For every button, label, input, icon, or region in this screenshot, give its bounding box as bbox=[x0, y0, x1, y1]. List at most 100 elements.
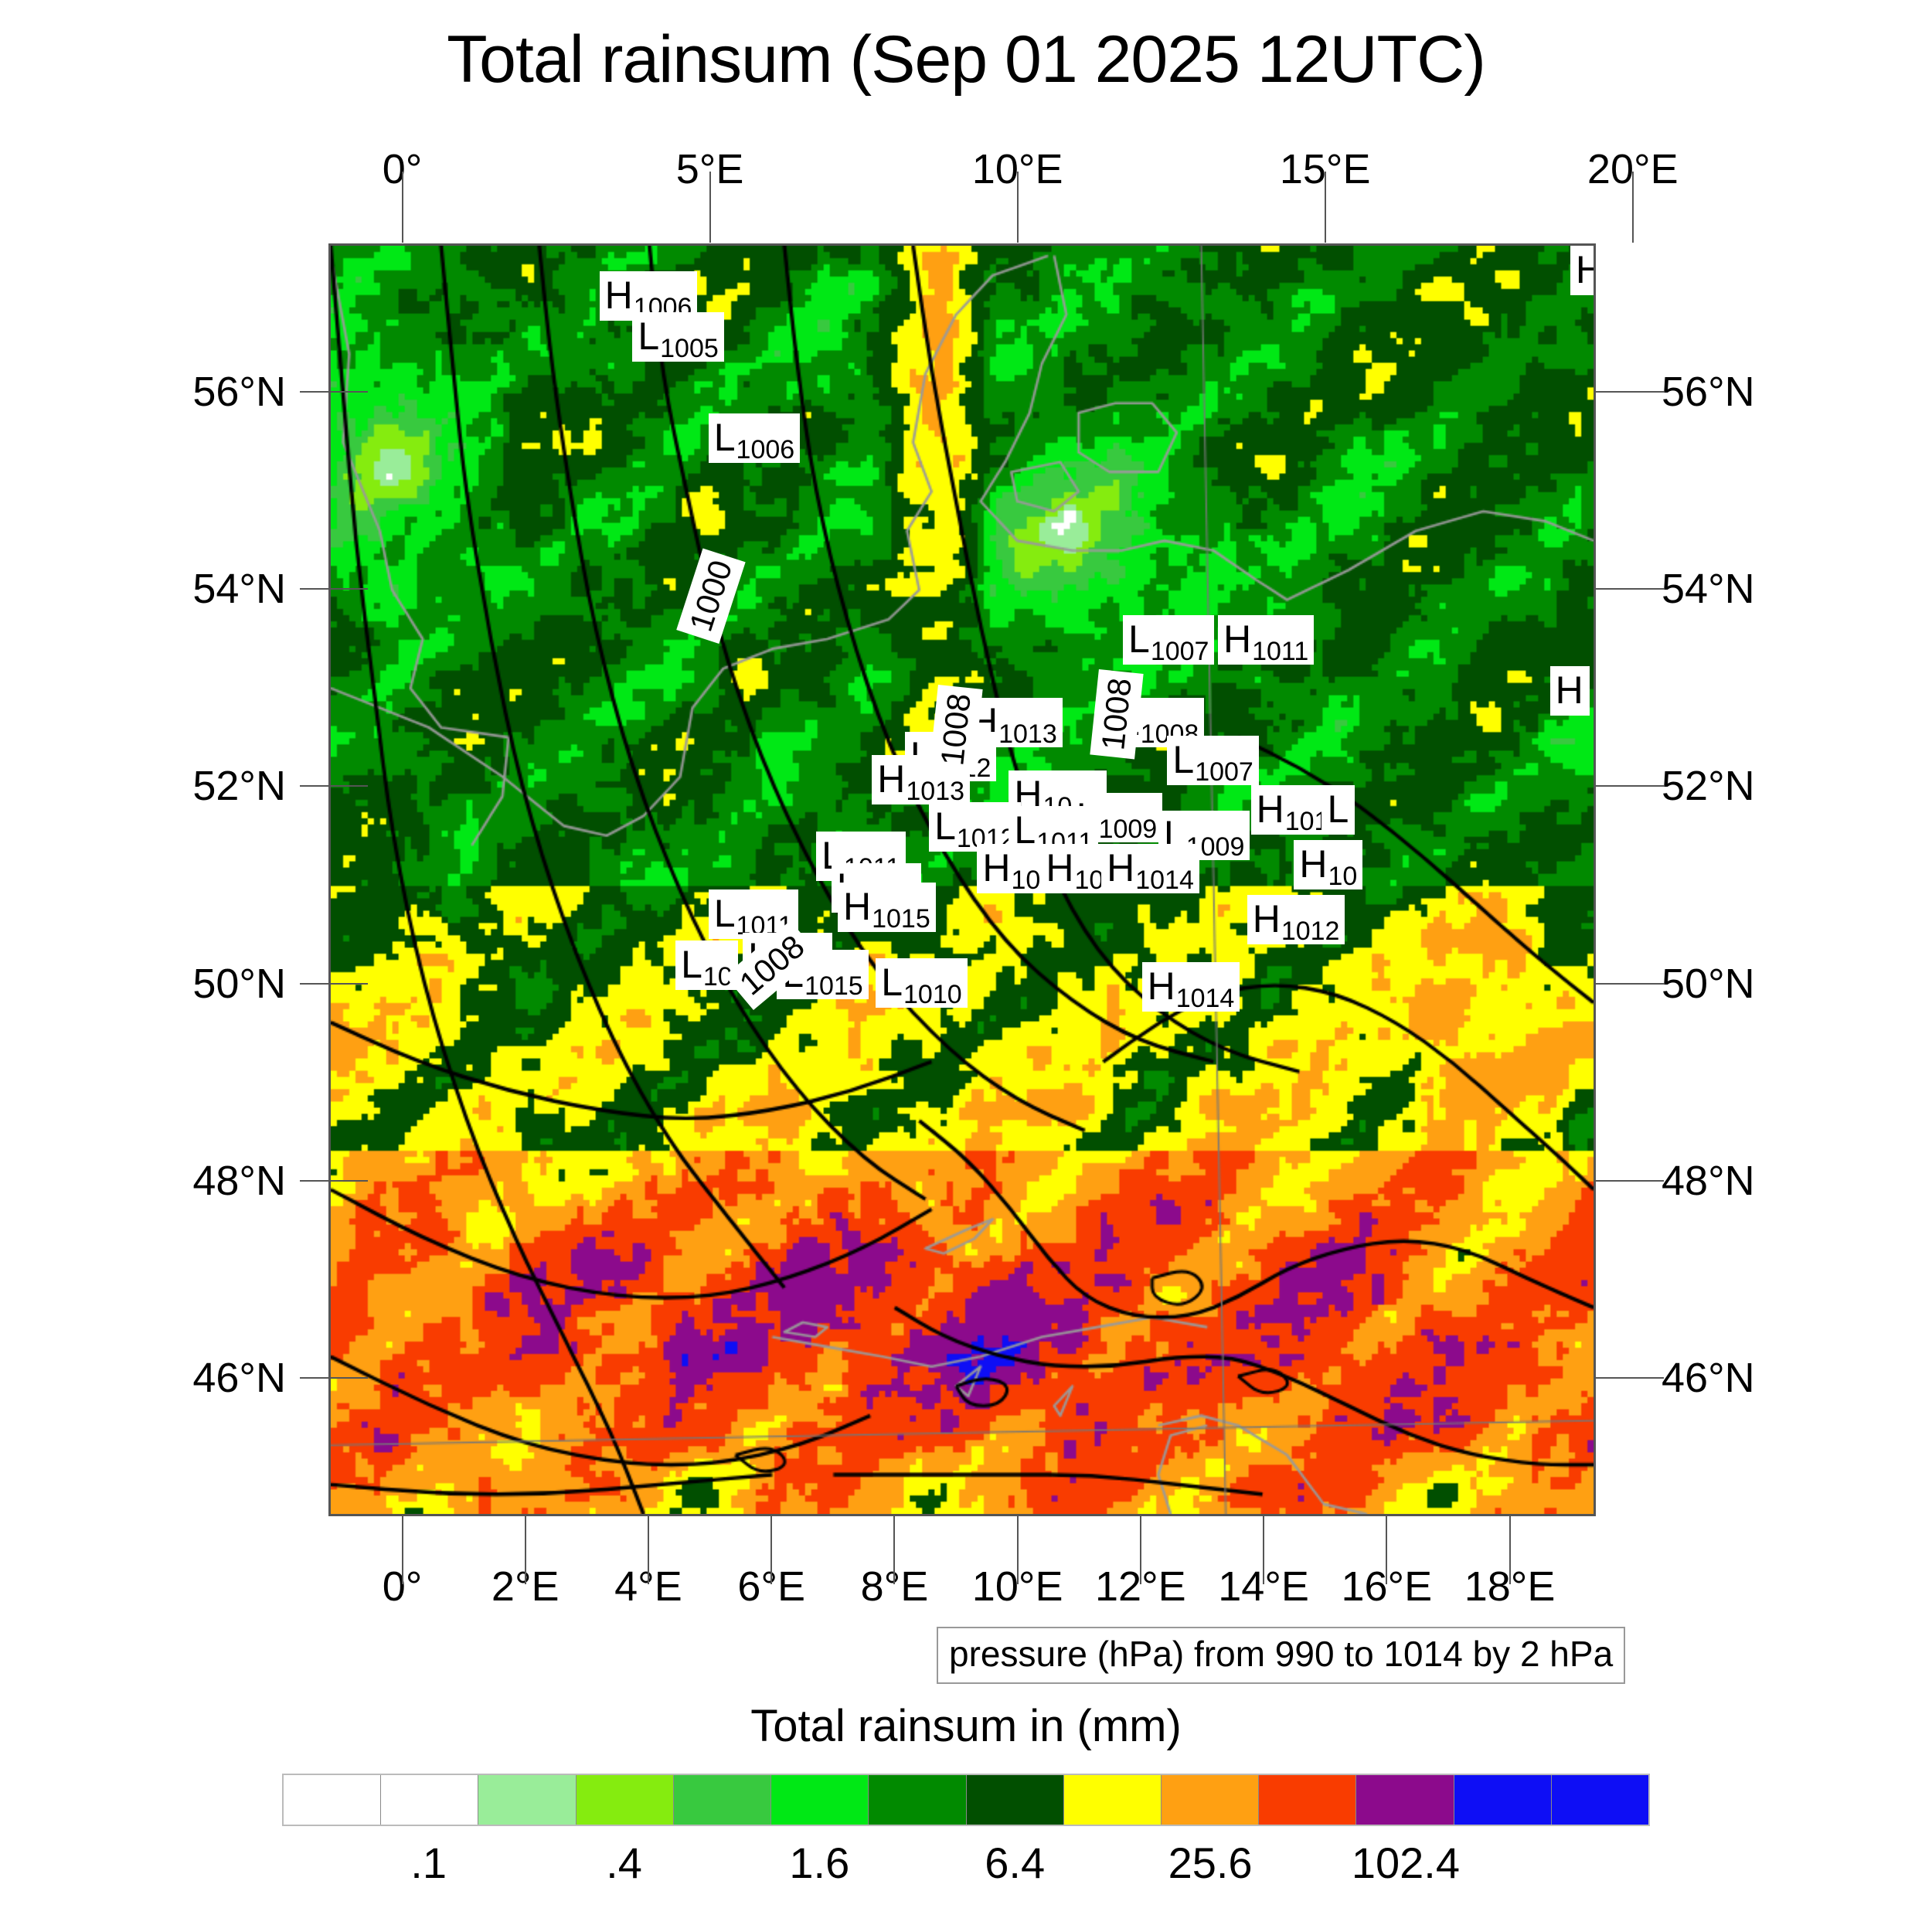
lon-tickmark-bottom-7 bbox=[1263, 1516, 1265, 1584]
pressure-marker-glyph: H bbox=[1299, 842, 1328, 886]
lat-tick-left-5: 46°N bbox=[192, 1355, 286, 1402]
low-pressure-marker-1: L 1005 bbox=[632, 311, 724, 363]
colorbar-label-0: .1 bbox=[410, 1838, 447, 1887]
pressure-marker-glyph: L bbox=[1172, 738, 1195, 782]
lon-tickmark-bottom-1 bbox=[524, 1516, 526, 1584]
lon-tickmark-top-0 bbox=[401, 172, 403, 243]
lat-tickmark-left-5 bbox=[300, 1377, 368, 1379]
lon-tickmark-top-1 bbox=[709, 172, 711, 243]
lon-tickmark-bottom-0 bbox=[401, 1516, 403, 1584]
lat-tickmark-right-2 bbox=[1596, 785, 1664, 787]
colorbar-label-3: 6.4 bbox=[985, 1838, 1046, 1887]
low-pressure-marker-2: L 1006 bbox=[708, 413, 801, 465]
pressure-marker-glyph: L bbox=[1327, 787, 1349, 832]
lat-tickmark-left-4 bbox=[300, 1179, 368, 1182]
pressure-marker-glyph: H bbox=[1576, 250, 1594, 289]
colorbar-label-2: 1.6 bbox=[789, 1838, 850, 1887]
low-pressure-marker-10: L 1007 bbox=[1167, 736, 1259, 787]
lat-tick-right-0: 56°N bbox=[1662, 368, 1755, 415]
colorbar-segment-9 bbox=[1161, 1775, 1260, 1825]
colorbar-label-5: 102.4 bbox=[1351, 1838, 1460, 1887]
low-pressure-marker-4: L 1007 bbox=[1123, 614, 1215, 666]
lat-tickmark-left-3 bbox=[300, 982, 368, 985]
colorbar[interactable] bbox=[282, 1774, 1650, 1826]
lat-tick-right-2: 52°N bbox=[1662, 763, 1755, 810]
colorbar-title: Total rainsum in (mm) bbox=[750, 1701, 1182, 1751]
colorbar-segment-2 bbox=[478, 1775, 577, 1825]
pressure-marker-value: 1014 bbox=[1135, 866, 1194, 896]
low-pressure-marker-31: L 1010 bbox=[876, 958, 968, 1010]
pressure-marker-glyph: L bbox=[713, 416, 736, 460]
colorbar-segment-13 bbox=[1551, 1775, 1649, 1825]
lon-tickmark-top-4 bbox=[1631, 172, 1634, 243]
lat-tick-left-0: 56°N bbox=[192, 368, 286, 415]
colorbar-segment-3 bbox=[576, 1775, 674, 1825]
pressure-marker-value: 1013 bbox=[906, 776, 965, 806]
pressure-marker-value: 1010 bbox=[903, 980, 962, 1010]
colorbar-segment-7 bbox=[966, 1775, 1064, 1825]
pressure-legend: pressure (hPa) from 990 to 1014 by 2 hPa bbox=[937, 1627, 1626, 1684]
lat-tickmark-left-2 bbox=[300, 785, 368, 787]
colorbar-segment-1 bbox=[381, 1775, 479, 1825]
lat-tick-right-4: 48°N bbox=[1662, 1157, 1755, 1204]
isobar-label-1: 1008 bbox=[928, 684, 983, 775]
page-title: Total rainsum (Sep 01 2025 12UTC) bbox=[447, 22, 1486, 97]
lon-tickmark-top-2 bbox=[1016, 172, 1019, 243]
high-pressure-marker-5: H 1011 bbox=[1218, 614, 1315, 666]
lon-tickmark-bottom-9 bbox=[1509, 1516, 1511, 1584]
pressure-marker-glyph: L bbox=[1128, 617, 1150, 661]
pressure-marker-glyph: L bbox=[881, 961, 903, 1005]
pressure-marker-glyph: H bbox=[877, 757, 906, 801]
pressure-marker-glyph: H bbox=[1147, 964, 1175, 1009]
pressure-marker-value: 1007 bbox=[1195, 757, 1253, 787]
lat-tickmark-right-3 bbox=[1596, 982, 1664, 985]
lat-tick-left-2: 52°N bbox=[192, 763, 286, 810]
colorbar-segment-6 bbox=[869, 1775, 967, 1825]
pressure-marker-glyph: L bbox=[1014, 808, 1036, 852]
pressure-marker-glyph: L bbox=[934, 804, 956, 848]
low-pressure-marker-29: L 10 bbox=[675, 940, 738, 991]
lat-tickmark-left-0 bbox=[300, 390, 368, 393]
pressure-marker-glyph: H bbox=[1107, 846, 1135, 890]
lat-tickmark-right-1 bbox=[1596, 587, 1664, 590]
high-pressure-marker-23: H 10 bbox=[1294, 840, 1363, 892]
pressure-marker-value: 1011 bbox=[1252, 636, 1309, 666]
rainfall-heatmap-canvas bbox=[331, 246, 1594, 1514]
lat-tickmark-right-4 bbox=[1596, 1179, 1664, 1182]
pressure-marker-glyph: H bbox=[1046, 846, 1074, 890]
pressure-marker-value: 1007 bbox=[1150, 636, 1209, 666]
pressure-marker-glyph: L bbox=[681, 943, 702, 987]
high-pressure-marker-22: H 1014 bbox=[1101, 844, 1199, 896]
pressure-marker-glyph: L bbox=[638, 314, 660, 358]
lat-tickmark-right-0 bbox=[1596, 390, 1664, 393]
colorbar-segment-10 bbox=[1259, 1775, 1357, 1825]
lon-tickmark-bottom-8 bbox=[1386, 1516, 1388, 1584]
pressure-marker-value: 1006 bbox=[736, 435, 795, 465]
lon-tickmark-bottom-2 bbox=[647, 1516, 649, 1584]
pressure-marker-glyph: H bbox=[843, 884, 872, 928]
lat-tick-right-3: 50°N bbox=[1662, 960, 1755, 1007]
lon-tickmark-bottom-6 bbox=[1139, 1516, 1141, 1584]
lat-tick-left-4: 48°N bbox=[192, 1157, 286, 1204]
lon-tickmark-top-3 bbox=[1324, 172, 1326, 243]
pressure-marker-glyph: L bbox=[713, 892, 736, 936]
lat-tick-left-3: 50°N bbox=[192, 960, 286, 1007]
high-pressure-marker-32: H 1014 bbox=[1141, 962, 1240, 1014]
map-plot-area[interactable]: H1006L1005L1006HL1007H1011HH1013L1008L10… bbox=[328, 243, 1596, 1516]
pressure-marker-value: 1014 bbox=[1175, 984, 1235, 1014]
pressure-marker-value: 1005 bbox=[660, 333, 719, 363]
lat-tick-left-1: 54°N bbox=[192, 565, 286, 612]
colorbar-segment-12 bbox=[1454, 1775, 1552, 1825]
lon-tickmark-bottom-5 bbox=[1016, 1516, 1019, 1584]
pressure-marker-value: 1015 bbox=[872, 903, 930, 934]
pressure-marker-glyph: H bbox=[982, 846, 1011, 890]
low-pressure-marker-14: L bbox=[1321, 785, 1355, 835]
pressure-marker-value: 10 bbox=[1328, 862, 1358, 892]
pressure-marker-glyph: H bbox=[1256, 787, 1284, 832]
lat-tick-right-1: 54°N bbox=[1662, 565, 1755, 612]
colorbar-label-4: 25.6 bbox=[1168, 1838, 1253, 1887]
lon-tickmark-bottom-3 bbox=[770, 1516, 773, 1584]
pressure-marker-value: 1012 bbox=[1281, 916, 1340, 946]
colorbar-segment-8 bbox=[1063, 1775, 1162, 1825]
high-pressure-marker-11: H 1013 bbox=[872, 754, 971, 806]
